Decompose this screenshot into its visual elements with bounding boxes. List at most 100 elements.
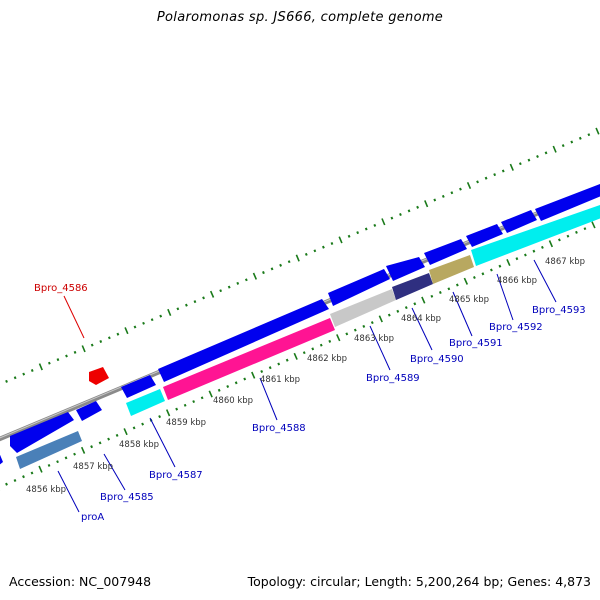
minor-tick — [159, 314, 163, 318]
gene-proA[interactable] — [16, 431, 82, 469]
major-tick — [552, 145, 557, 153]
minor-tick — [262, 271, 265, 275]
scale-label: 4862 kbp — [307, 354, 347, 364]
gene-Bpro-4588[interactable] — [163, 318, 335, 400]
minor-tick — [321, 245, 325, 249]
minor-tick — [501, 169, 505, 173]
gene-forward[interactable] — [76, 401, 102, 421]
gene-label-bpro-4591[interactable]: Bpro_4591 — [449, 338, 503, 349]
minor-tick — [353, 328, 357, 332]
gene-forward[interactable] — [386, 257, 425, 281]
gene-Bpro-4590[interactable] — [392, 273, 433, 300]
minor-tick — [311, 347, 315, 351]
gene-Bpro-4592[interactable] — [471, 205, 600, 266]
minor-tick — [107, 437, 111, 441]
minor-tick — [56, 358, 60, 362]
gene-label-bpro-4585[interactable]: Bpro_4585 — [100, 492, 154, 503]
leader-line-bpro-4591 — [452, 291, 473, 337]
gene-forward[interactable] — [121, 375, 156, 398]
gene-label-bpro-4593[interactable]: Bpro_4593 — [532, 305, 586, 316]
minor-tick — [447, 287, 451, 291]
leader-line-proa — [57, 470, 80, 513]
gene-forward[interactable] — [424, 239, 467, 265]
minor-tick — [56, 460, 59, 464]
gene-label-bpro-4587[interactable]: Bpro_4587 — [149, 470, 203, 481]
major-tick — [338, 236, 343, 244]
major-tick — [548, 240, 554, 248]
gene-Bpro-4587[interactable] — [126, 389, 165, 416]
major-tick — [421, 296, 426, 304]
gene-forward[interactable] — [158, 299, 329, 382]
gene-label-bpro-4592[interactable]: Bpro_4592 — [489, 322, 543, 333]
leader-line-bpro-4587 — [149, 417, 176, 468]
major-tick — [123, 428, 128, 436]
minor-tick — [141, 422, 145, 426]
minor-tick — [433, 198, 437, 202]
gene-label-bpro-4586[interactable]: Bpro_4586 — [34, 283, 88, 294]
minor-tick — [536, 154, 539, 159]
minor-tick — [279, 263, 283, 267]
scale-label: 4860 kbp — [213, 396, 253, 406]
minor-tick — [142, 321, 145, 325]
minor-tick — [200, 396, 204, 400]
gene-forward[interactable] — [10, 412, 74, 453]
minor-tick — [73, 452, 76, 456]
gene-labels: Bpro_4586 proA Bpro_4585 Bpro_4587 Bpro_… — [34, 283, 586, 523]
gene-Bpro-4589[interactable] — [330, 289, 396, 327]
major-tick — [209, 290, 215, 298]
minor-tick — [115, 433, 119, 437]
minor-tick — [22, 372, 26, 376]
minor-tick — [192, 400, 196, 403]
minor-tick — [47, 361, 51, 365]
gene-forward[interactable] — [501, 210, 537, 233]
minor-tick — [302, 351, 306, 355]
minor-tick — [184, 303, 188, 307]
minor-tick — [364, 227, 368, 231]
minor-tick — [226, 384, 230, 389]
minor-tick — [47, 464, 51, 467]
accession-label: Accession: NC_007948 — [9, 574, 152, 589]
minor-tick — [107, 336, 111, 340]
minor-tick — [455, 283, 459, 287]
leader-line-bpro-4586 — [63, 295, 85, 339]
minor-tick — [285, 358, 289, 362]
minor-tick — [578, 136, 582, 140]
major-tick — [424, 200, 429, 208]
gene-label-bpro-4589[interactable]: Bpro_4589 — [366, 373, 420, 384]
gene-highlighted[interactable] — [89, 367, 109, 385]
minor-tick — [5, 379, 8, 383]
minor-tick — [236, 281, 240, 285]
minor-tick — [498, 264, 502, 268]
scale-label: 4857 kbp — [73, 462, 113, 472]
gene-forward[interactable] — [0, 450, 3, 466]
gene-label-proa[interactable]: proA — [81, 512, 104, 523]
major-tick — [336, 334, 341, 342]
scale-label: 4859 kbp — [166, 418, 206, 428]
minor-tick — [73, 350, 77, 354]
minor-tick — [540, 245, 544, 249]
minor-tick — [515, 257, 519, 261]
leader-line-bpro-4593 — [533, 259, 557, 303]
genome-summary: Topology: circular; Length: 5,200,264 bp… — [247, 574, 591, 589]
minor-tick — [243, 377, 247, 381]
minor-tick — [459, 187, 462, 191]
minor-tick — [396, 309, 400, 313]
minor-tick — [175, 407, 179, 411]
minor-tick — [287, 260, 291, 264]
gene-forward[interactable] — [535, 184, 600, 221]
minor-tick — [583, 227, 587, 231]
gene-Bpro-4591[interactable] — [429, 255, 474, 284]
minor-tick — [313, 249, 317, 253]
minor-tick — [5, 482, 8, 486]
scale-label: 4865 kbp — [449, 295, 489, 305]
gene-label-bpro-4588[interactable]: Bpro_4588 — [252, 423, 306, 434]
minor-tick — [430, 294, 434, 298]
gene-forward[interactable] — [328, 269, 390, 306]
minor-tick — [523, 253, 527, 257]
gene-forward[interactable] — [466, 224, 503, 247]
scale-label: 4858 kbp — [119, 440, 159, 450]
leader-line-bpro-4590 — [411, 307, 433, 351]
minor-tick — [575, 230, 578, 234]
gene-label-bpro-4590[interactable]: Bpro_4590 — [410, 354, 464, 365]
